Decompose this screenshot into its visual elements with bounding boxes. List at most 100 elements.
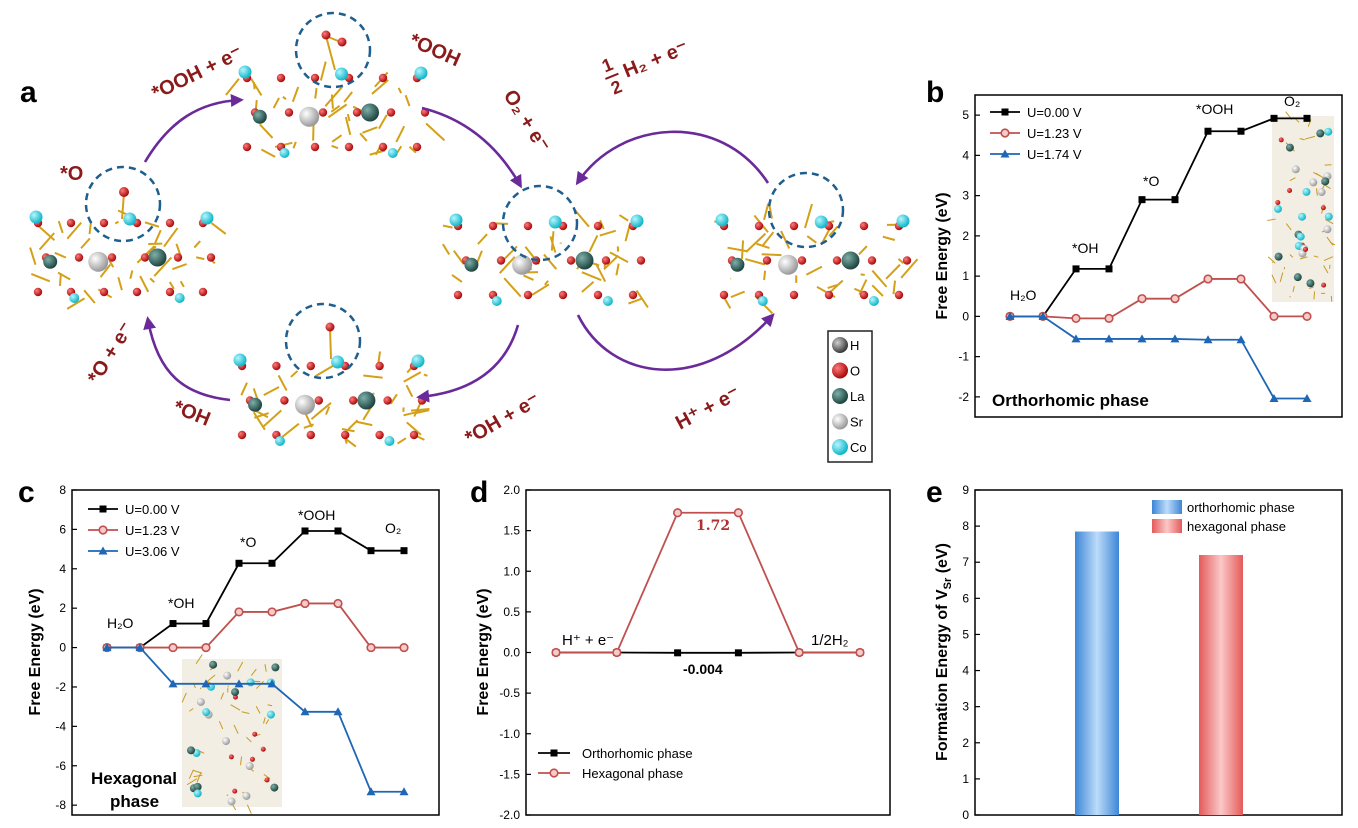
series-line-c-0 (107, 530, 404, 649)
oxygen-atom (99, 218, 109, 228)
oxygen-atom (33, 287, 43, 297)
cobalt-atom (238, 65, 252, 79)
bond (330, 94, 334, 109)
point-c-2-7 (333, 707, 343, 716)
bond (1292, 285, 1295, 292)
bond (599, 229, 617, 237)
cobalt-atom (69, 293, 80, 303)
cobalt-atom (630, 214, 644, 228)
bond (523, 274, 534, 281)
point-c-1-5 (267, 607, 277, 617)
arrow-oh-to-o (143, 316, 231, 402)
point-b-0-2 (1072, 265, 1080, 273)
oxygen-atom (593, 221, 603, 231)
ytick-label-d-7: -1.5 (499, 767, 520, 781)
bond (144, 221, 160, 228)
bond (389, 393, 398, 405)
cobalt-atom (331, 355, 345, 369)
bond (763, 203, 770, 221)
bond (330, 104, 341, 113)
cobalt-atom (335, 67, 348, 81)
bond (292, 141, 297, 149)
bond (241, 711, 250, 715)
inset-atom (227, 797, 236, 806)
bond (30, 273, 51, 283)
point-c-1-9 (399, 642, 409, 653)
inset-atom (222, 737, 231, 746)
inset-atom (1324, 212, 1333, 221)
point-b-0-3 (1105, 265, 1113, 273)
cobalt-atom (384, 436, 395, 446)
bond (494, 222, 509, 225)
bond (1289, 254, 1294, 258)
bond (259, 123, 274, 139)
bond (423, 373, 428, 377)
cobalt-atom (29, 210, 43, 224)
slab-structure-oh (233, 351, 430, 448)
bond (263, 386, 280, 397)
point-b-0-5 (1171, 196, 1179, 204)
bond (188, 769, 194, 779)
bond (303, 423, 315, 429)
bond (193, 240, 201, 249)
annot-b-o: *O (1143, 173, 1159, 189)
label-oh-plus-e: *OH + e⁻ (462, 389, 544, 449)
oxygen-atom (206, 253, 216, 262)
bond (186, 778, 198, 786)
annot-c-o: *O (240, 534, 256, 550)
inset-atom (1323, 225, 1332, 234)
oxygen-atom (310, 142, 320, 152)
bond (396, 145, 403, 153)
inset-atom (1317, 188, 1326, 197)
point-b-1-9 (1302, 311, 1312, 321)
oxygen-atom (378, 142, 388, 152)
oxygen-atom (754, 221, 764, 231)
bond (210, 222, 227, 235)
point-c-0-6 (301, 527, 309, 535)
bond (1267, 218, 1276, 221)
oxygen-atom (789, 221, 799, 231)
bond (1299, 256, 1308, 260)
legend-swatch-e-0 (1152, 500, 1182, 514)
annot-b-o2: O₂ (1284, 93, 1300, 109)
bond (543, 253, 558, 270)
inset-atom (231, 688, 240, 697)
bond (325, 406, 331, 415)
bond (498, 256, 516, 274)
bond (780, 230, 791, 249)
series-line-d-1 (556, 511, 860, 654)
lanthanum-atom (361, 103, 379, 122)
point-b-2-2 (1071, 334, 1081, 343)
point-c-0-5 (268, 559, 276, 567)
adsorbate-highlight-ooh (294, 11, 372, 89)
annot-c-o2: O₂ (385, 520, 401, 536)
bond (1271, 274, 1277, 284)
legend-label-c-0: U=0.00 V (125, 502, 180, 517)
label-o: *O (60, 163, 83, 185)
bond (397, 437, 407, 445)
oxygen-atom (558, 290, 568, 300)
ytick-label-c-1: -6 (55, 759, 66, 773)
ytick-label-d-4: 0.0 (503, 646, 520, 660)
point-d-1-4 (794, 647, 804, 658)
inset-atom (228, 754, 234, 760)
oxygen-atom (74, 253, 84, 262)
bond (263, 717, 266, 724)
cobalt-atom (602, 296, 613, 306)
inset-atom (252, 731, 258, 737)
cobalt-atom (757, 296, 768, 306)
bond (272, 97, 280, 109)
bond (363, 374, 383, 379)
bond (408, 145, 417, 154)
bond (871, 284, 884, 297)
bond (66, 297, 86, 310)
bar-0 (1075, 531, 1119, 815)
panel-label-c: c (18, 476, 35, 509)
bond (581, 271, 602, 281)
inset-atom (1302, 187, 1311, 196)
inset-atom (187, 746, 196, 755)
bond (763, 270, 767, 281)
strontium-atom (88, 251, 109, 272)
bond (1313, 172, 1321, 177)
oxygen-atom (280, 396, 289, 405)
